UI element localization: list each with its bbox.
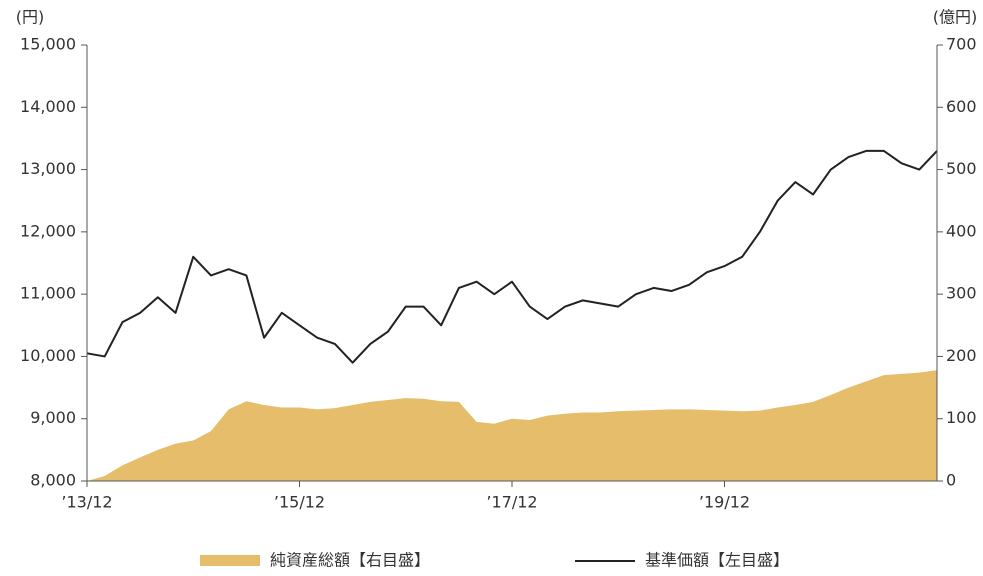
y-tick-label: 13,000 [20,159,76,178]
y-tick-label: 15,000 [20,35,76,54]
y2-tick-label: 700 [946,35,977,54]
y-tick-label: 8,000 [30,471,76,490]
y2-unit-label: (億円) [933,8,978,27]
legend-swatch [200,555,260,566]
y2-tick-label: 300 [946,284,977,303]
x-tick-label: ’13/12 [61,493,112,512]
y-unit-label: (円) [16,8,45,27]
legend-label: 基準価額【左目盛】 [645,551,789,570]
y2-tick-label: 500 [946,159,977,178]
y2-tick-label: 100 [946,408,977,427]
legend-label: 純資産総額【右目盛】 [270,551,430,570]
y-tick-label: 12,000 [20,221,76,240]
x-tick-label: ’19/12 [699,493,750,512]
y-tick-label: 14,000 [20,97,76,116]
y-tick-label: 10,000 [20,346,76,365]
y2-tick-label: 200 [946,346,977,365]
y-tick-label: 9,000 [30,408,76,427]
x-tick-label: ’17/12 [486,493,537,512]
y2-tick-label: 600 [946,97,977,116]
area [87,370,937,481]
y2-tick-label: 400 [946,221,977,240]
x-tick-label: ’15/12 [274,493,325,512]
line [86,149,938,364]
y-tick-label: 11,000 [20,284,76,303]
y2-tick-label: 0 [946,471,956,490]
